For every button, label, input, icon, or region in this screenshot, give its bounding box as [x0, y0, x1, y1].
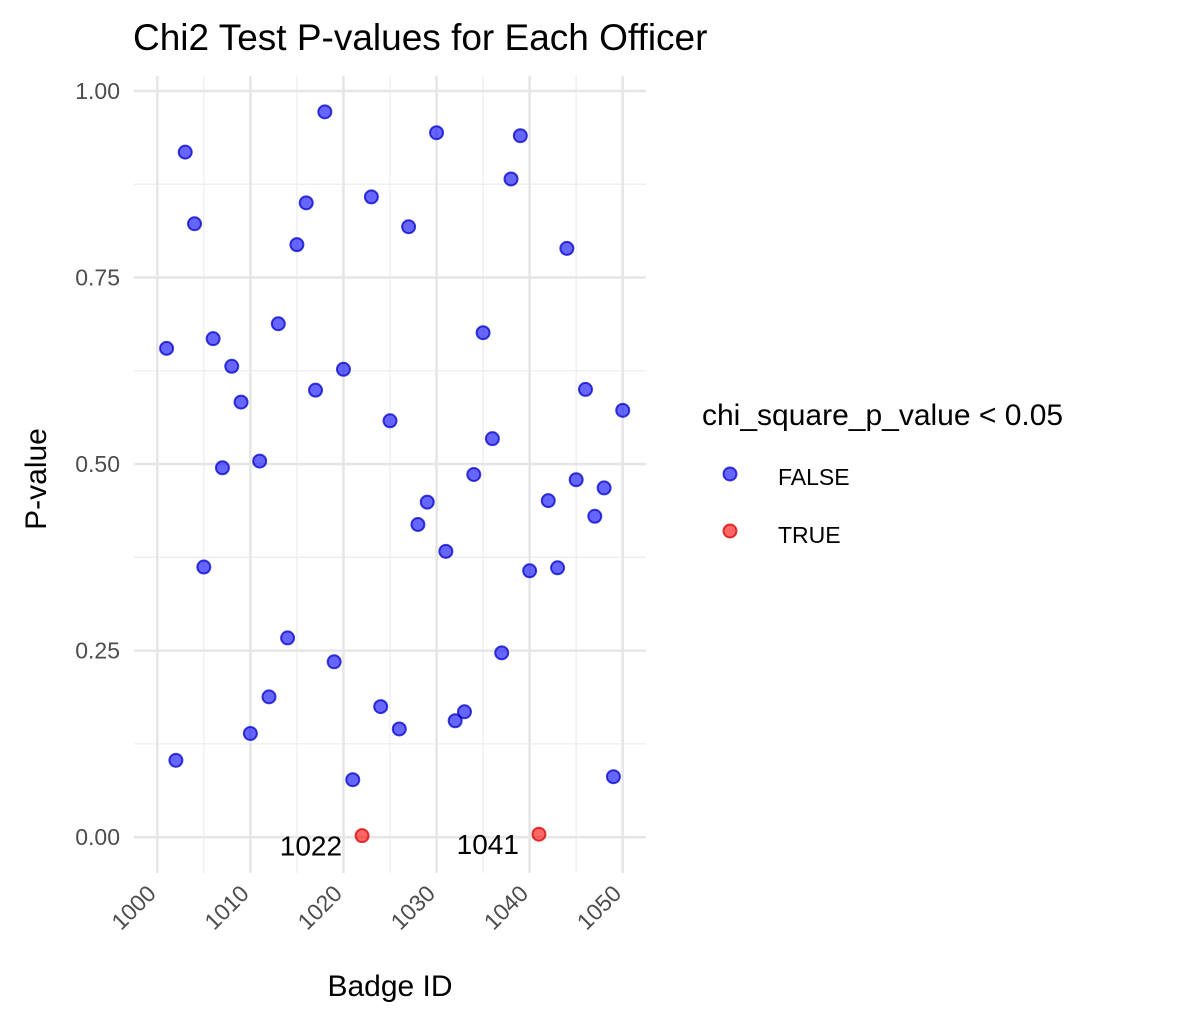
data-point [484, 431, 500, 447]
y-tick-label: 1.00 [75, 78, 120, 104]
y-tick-label: 0.00 [75, 824, 120, 850]
data-point-significant [354, 828, 370, 844]
data-point [373, 699, 389, 715]
x-tick-label: 1000 [106, 880, 161, 935]
data-point [326, 654, 342, 670]
data-point [550, 560, 566, 576]
data-point [224, 358, 240, 374]
data-point [382, 413, 398, 429]
data-point [196, 559, 212, 575]
data-point [252, 453, 268, 469]
data-points [159, 104, 631, 844]
data-point [559, 240, 575, 256]
data-point [456, 704, 472, 720]
data-point [345, 772, 361, 788]
data-point [205, 331, 221, 347]
data-point [466, 467, 482, 482]
y-tick-label: 0.25 [75, 638, 120, 664]
legend-label-false: FALSE [778, 464, 850, 490]
data-point [270, 316, 286, 332]
chart-title: Chi2 Test P-values for Each Officer [133, 17, 707, 58]
data-point [335, 361, 351, 377]
data-point [187, 216, 203, 232]
data-point [410, 516, 426, 532]
data-point-significant [531, 826, 547, 842]
data-point [363, 189, 379, 205]
data-point [429, 125, 445, 141]
legend-key-false [722, 466, 738, 482]
data-point [261, 689, 277, 705]
data-point [522, 563, 538, 579]
y-tick-label: 0.50 [75, 451, 120, 477]
point-label: 1022 [280, 831, 342, 862]
data-point [447, 713, 463, 729]
data-point [391, 721, 407, 737]
y-tick-label: 0.75 [75, 264, 120, 290]
data-point [568, 472, 584, 488]
data-point [419, 494, 435, 510]
x-tick-label: 1050 [572, 880, 627, 935]
data-point [401, 219, 417, 235]
data-point [540, 493, 556, 509]
data-point [615, 402, 631, 418]
data-point [168, 752, 184, 768]
data-point [317, 104, 333, 120]
data-point [159, 340, 175, 356]
legend: chi_square_p_value < 0.05 FALSE TRUE [702, 399, 1063, 548]
data-point [280, 630, 296, 646]
x-tick-label: 1010 [199, 880, 254, 935]
data-point [494, 645, 510, 661]
y-axis-ticks: 0.00 0.25 0.50 0.75 1.00 [75, 78, 120, 850]
point-labels: 1022 1041 [280, 829, 519, 861]
data-point [512, 128, 528, 144]
data-point [438, 543, 454, 559]
legend-title: chi_square_p_value < 0.05 [702, 399, 1063, 432]
data-point [503, 171, 519, 187]
x-tick-label: 1020 [292, 880, 347, 935]
legend-label-true: TRUE [778, 522, 841, 548]
x-tick-label: 1040 [479, 880, 534, 935]
data-point [577, 381, 593, 397]
data-point [605, 769, 621, 785]
data-point [596, 480, 612, 496]
data-point [242, 725, 258, 741]
data-point [308, 382, 324, 398]
x-axis-ticks: 1000 1010 1020 1030 1040 1050 [106, 880, 626, 935]
plot-grid [134, 76, 646, 873]
data-point [233, 394, 249, 410]
data-point [214, 460, 230, 476]
point-label: 1041 [457, 829, 519, 860]
data-point [177, 144, 193, 160]
x-tick-label: 1030 [386, 880, 441, 935]
data-point [298, 195, 314, 211]
y-axis-title: P-value [20, 428, 53, 530]
data-point [475, 325, 491, 341]
data-point [289, 237, 305, 253]
data-point [587, 508, 603, 524]
legend-key-true [722, 523, 738, 539]
x-axis-title: Badge ID [327, 970, 452, 1003]
